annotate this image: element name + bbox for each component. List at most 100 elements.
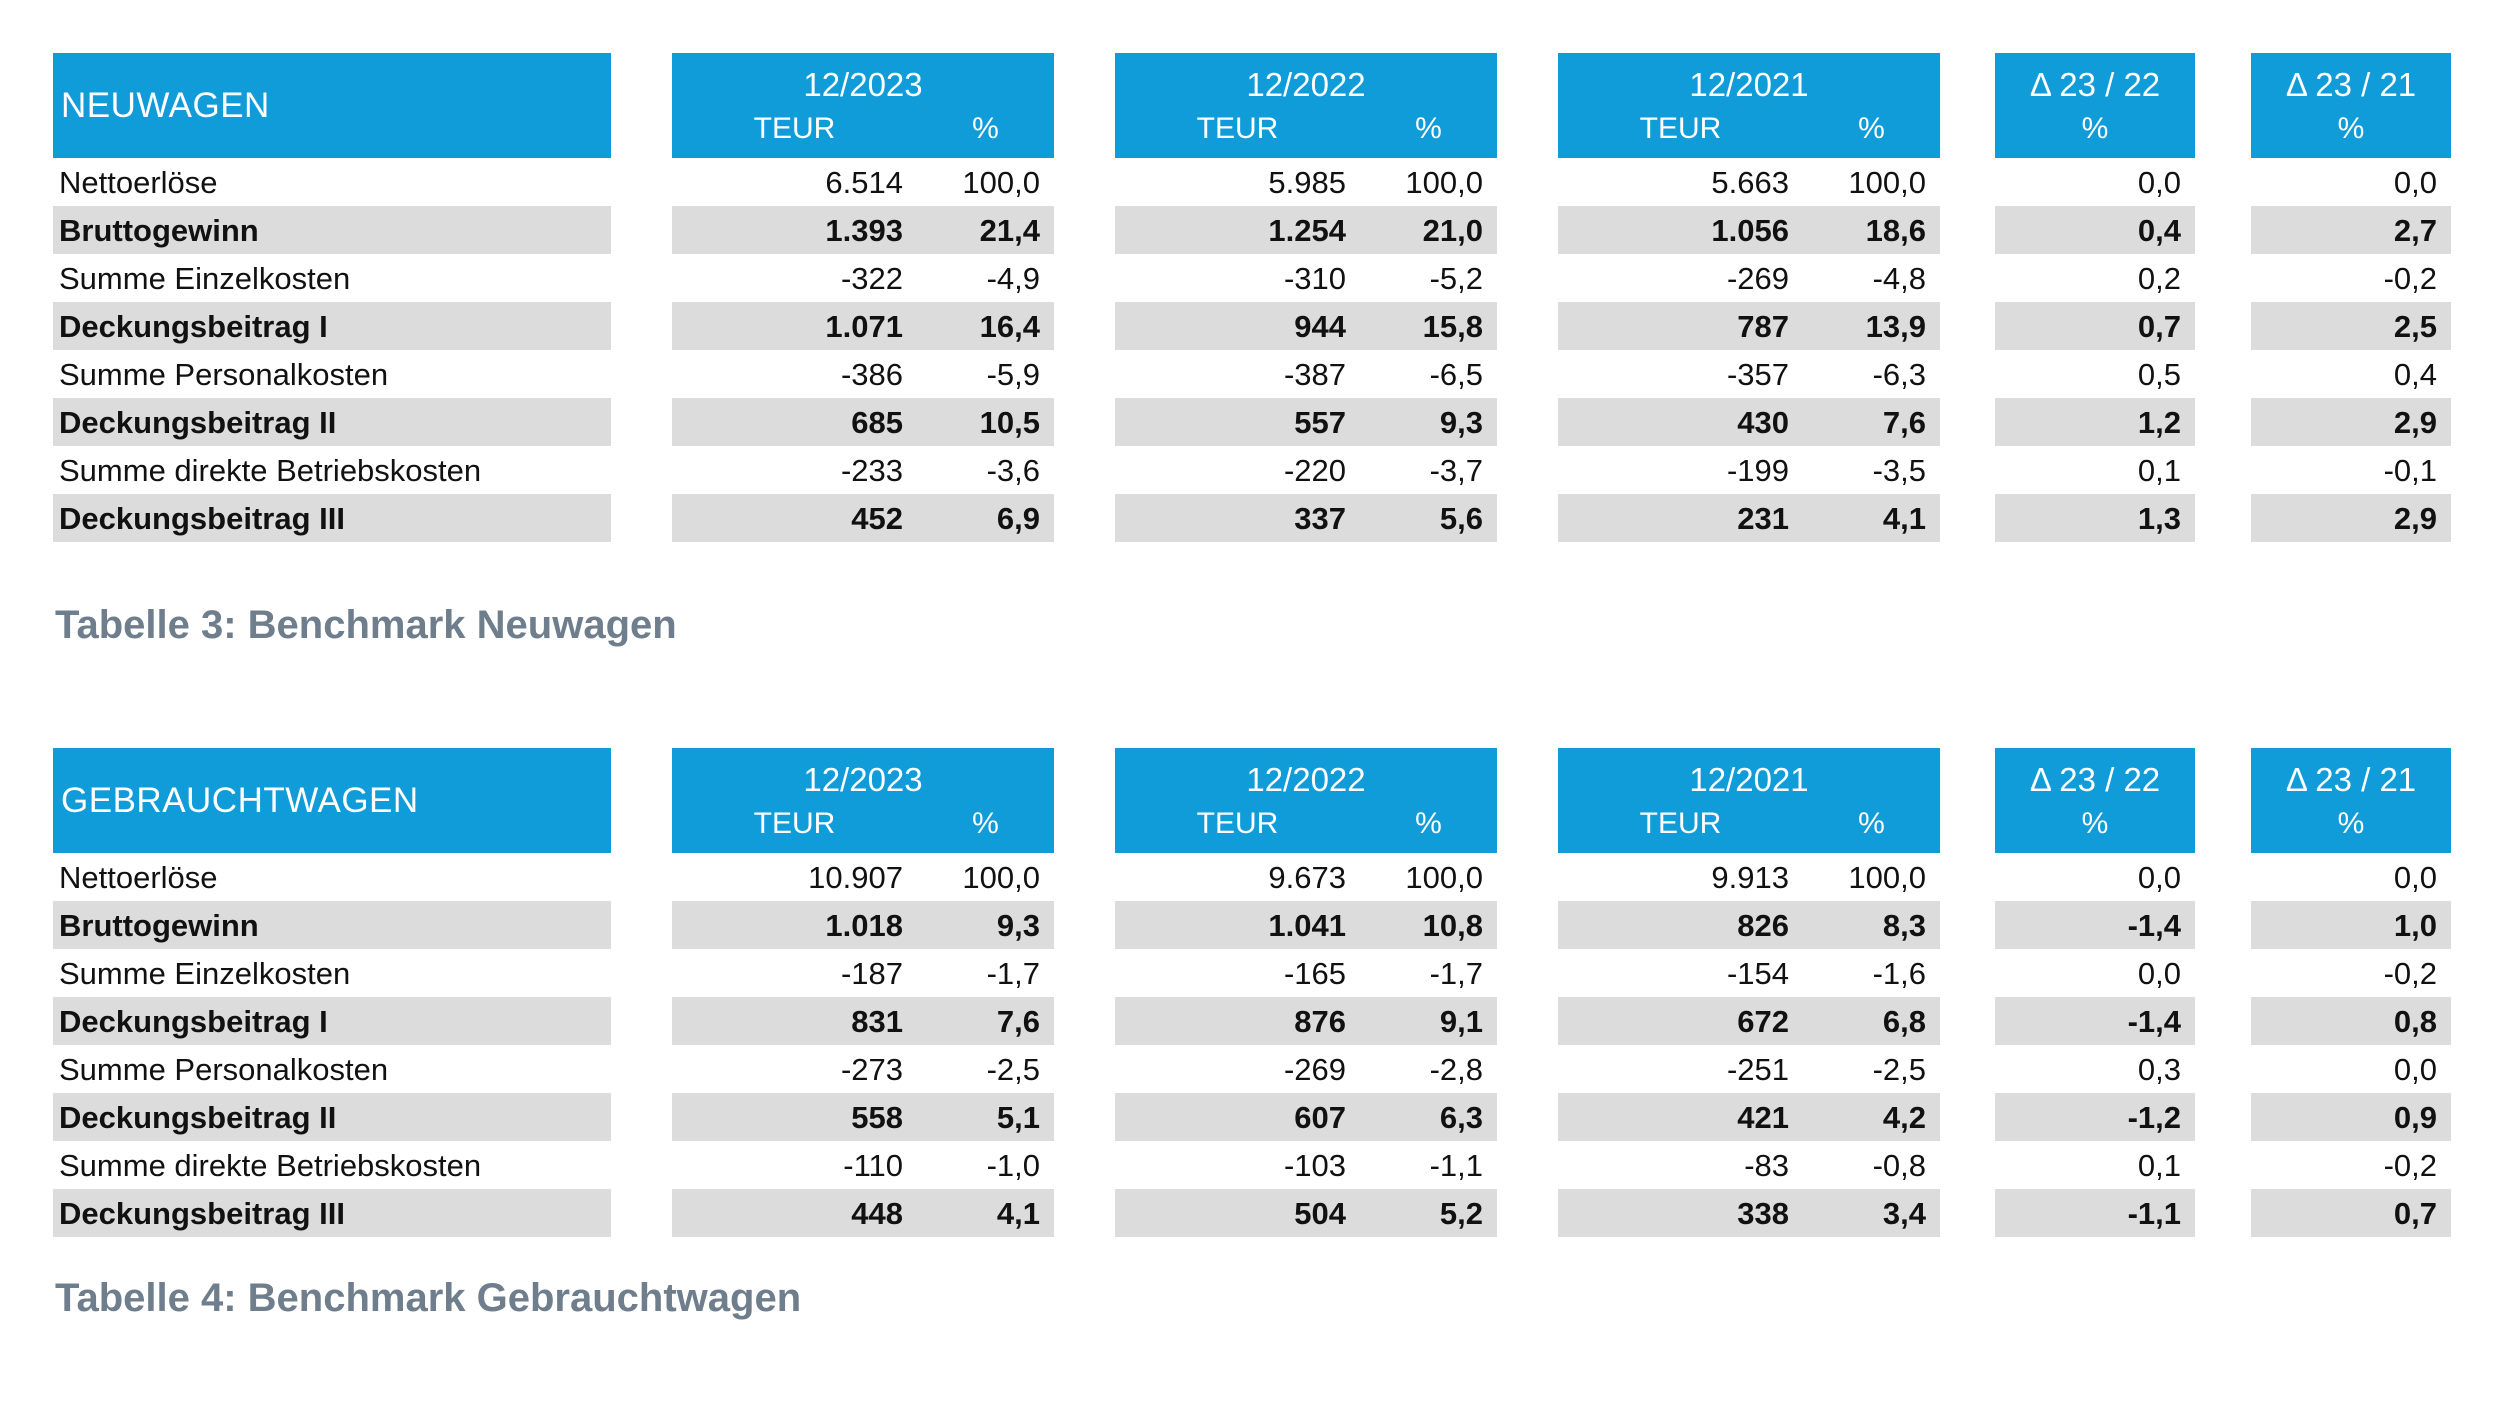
cell-teur: -322	[840, 260, 903, 296]
column-gap	[1054, 254, 1115, 302]
table-gebrauchtwagen: GEBRAUCHTWAGEN 12/2023 TEUR % 12/2022 TE…	[53, 748, 2500, 1321]
column-gap	[1940, 494, 1995, 542]
cell-teur: 944	[1115, 302, 1360, 350]
cell-teur: -310	[1283, 260, 1346, 296]
column-gap	[1940, 853, 1995, 901]
cell-teur: -187	[840, 955, 903, 991]
table-row: Summe Einzelkosten -322 -4,9 -310 -5,2 -269 -4…	[53, 254, 2500, 302]
column-gap	[1497, 206, 1558, 254]
table-row: Summe Personalkosten -386 -5,9 -387 -6,5 -357…	[53, 350, 2500, 398]
cell-teur: 876	[1115, 997, 1360, 1045]
cell-delta-percent: 2,7	[2251, 206, 2451, 254]
cell-teur: 831	[672, 997, 917, 1045]
cell-teur: 607	[1115, 1093, 1360, 1141]
column-gap	[611, 901, 672, 949]
cell-delta-percent: 0,0	[2393, 164, 2437, 200]
period-label: 12/2023	[803, 65, 923, 103]
column-gap	[1054, 1045, 1115, 1093]
column-gap	[1054, 997, 1115, 1045]
column-gap	[2195, 901, 2251, 949]
cell-teur: -83	[1744, 1147, 1789, 1183]
cell-percent: -1,6	[1872, 955, 1926, 991]
cell-teur: -269	[1283, 1051, 1346, 1087]
cell-percent: 10,5	[917, 398, 1054, 446]
column-gap	[1940, 901, 1995, 949]
column-gap	[1497, 398, 1558, 446]
table-row: Summe direkte Betriebskosten -110 -1,0 -103…	[53, 1141, 2500, 1189]
cell-percent: -4,8	[1872, 260, 1926, 296]
cell-percent: -3,5	[1872, 452, 1926, 488]
column-gap	[1940, 398, 1995, 446]
cell-percent: 18,6	[1803, 206, 1940, 254]
cell-teur: 6.514	[825, 164, 903, 200]
column-gap	[1497, 494, 1558, 542]
cell-delta-percent: 1,2	[1995, 398, 2195, 446]
column-gap	[611, 254, 672, 302]
period-label: 12/2021	[1689, 65, 1809, 103]
column-gap	[1054, 949, 1115, 997]
period-label: 12/2021	[1689, 760, 1809, 798]
cell-teur: 1.071	[672, 302, 917, 350]
unit-label-percent: %	[2337, 806, 2365, 840]
column-gap	[1940, 254, 1995, 302]
column-gap	[2195, 53, 2251, 158]
cell-teur: -387	[1283, 356, 1346, 392]
unit-label-percent: %	[972, 806, 999, 840]
unit-label-percent: %	[2081, 111, 2109, 145]
column-gap	[1054, 1093, 1115, 1141]
period-header-2021: 12/2021 TEUR %	[1558, 53, 1940, 158]
delta-label: Δ 23 / 22	[2029, 65, 2161, 103]
cell-percent: -2,8	[1429, 1051, 1483, 1087]
cell-delta-percent: 0,8	[2251, 997, 2451, 1045]
row-label: Deckungsbeitrag III	[53, 494, 611, 542]
column-gap	[1054, 53, 1115, 158]
cell-delta-percent: 0,0	[2137, 955, 2181, 991]
column-gap	[2195, 1045, 2251, 1093]
unit-label-teur: TEUR	[1196, 806, 1279, 840]
column-gap	[1940, 53, 1995, 158]
column-gap	[1054, 206, 1115, 254]
cell-teur: 672	[1558, 997, 1803, 1045]
cell-percent: -1,7	[1429, 955, 1483, 991]
period-subheader: TEUR %	[672, 806, 1054, 840]
cell-teur: 1.041	[1115, 901, 1360, 949]
cell-teur: 558	[672, 1093, 917, 1141]
table-row: Summe Personalkosten -273 -2,5 -269 -2,8 -251…	[53, 1045, 2500, 1093]
column-gap	[611, 158, 672, 206]
cell-teur: 231	[1558, 494, 1803, 542]
cell-teur: -233	[840, 452, 903, 488]
cell-teur: -165	[1283, 955, 1346, 991]
column-gap	[1054, 494, 1115, 542]
table-header-row: NEUWAGEN 12/2023 TEUR % 12/2022 TEUR %	[53, 53, 2500, 158]
column-gap	[611, 206, 672, 254]
column-gap	[611, 350, 672, 398]
column-gap	[2195, 1093, 2251, 1141]
column-gap	[1940, 949, 1995, 997]
delta-label: Δ 23 / 21	[2285, 760, 2417, 798]
row-label: Bruttogewinn	[53, 901, 611, 949]
cell-delta-percent: -0,2	[2383, 955, 2437, 991]
row-label: Summe Einzelkosten	[59, 955, 351, 991]
cell-teur: 1.056	[1558, 206, 1803, 254]
cell-delta-percent: -0,2	[2383, 260, 2437, 296]
column-gap	[1497, 997, 1558, 1045]
cell-percent: -4,9	[986, 260, 1040, 296]
column-gap	[2195, 1141, 2251, 1189]
period-subheader: TEUR %	[1115, 806, 1497, 840]
column-gap	[1054, 748, 1115, 853]
unit-label-percent: %	[1415, 806, 1442, 840]
column-gap	[1497, 350, 1558, 398]
column-gap	[1940, 1093, 1995, 1141]
column-gap	[611, 494, 672, 542]
unit-label-teur: TEUR	[1639, 111, 1722, 145]
cell-delta-percent: 0,4	[1995, 206, 2195, 254]
delta-label: Δ 23 / 21	[2285, 65, 2417, 103]
column-gap	[611, 748, 672, 853]
table-body: Nettoerlöse 10.907 100,0 9.673 100,0 9.913 100…	[53, 853, 2500, 1237]
cell-percent: 9,3	[1360, 398, 1497, 446]
cell-percent: 5,6	[1360, 494, 1497, 542]
column-gap	[1497, 1141, 1558, 1189]
column-gap	[1054, 350, 1115, 398]
column-gap	[1497, 901, 1558, 949]
